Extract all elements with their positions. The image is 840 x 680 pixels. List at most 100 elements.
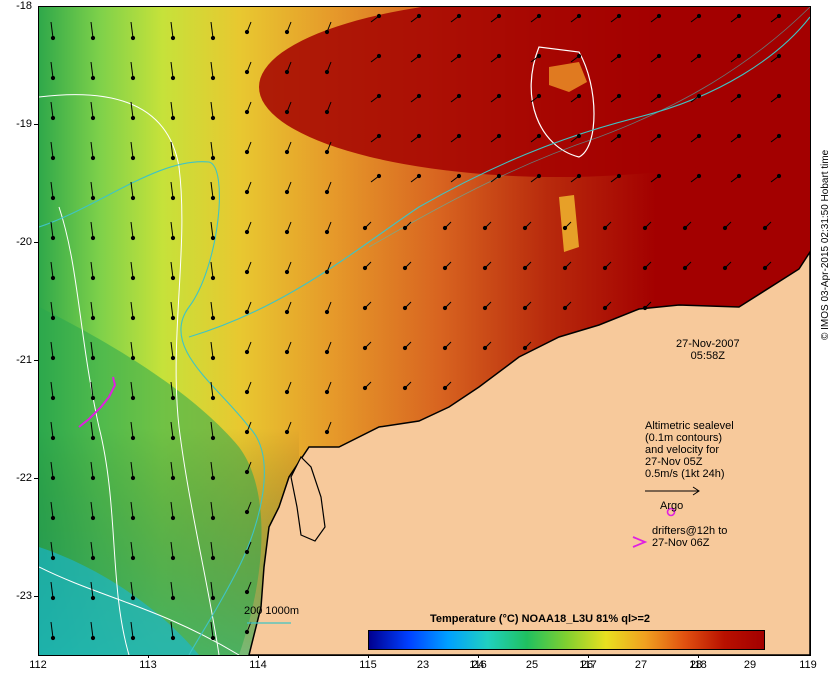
velocity-arrow-head bbox=[90, 555, 96, 561]
velocity-arrow bbox=[90, 581, 94, 599]
velocity-arrow-head bbox=[170, 475, 176, 481]
velocity-arrow-head bbox=[576, 93, 582, 99]
velocity-arrow bbox=[210, 621, 214, 639]
velocity-arrow-head bbox=[50, 595, 56, 601]
velocity-scale-arrow bbox=[645, 486, 700, 496]
velocity-arrow bbox=[90, 221, 94, 239]
velocity-arrow-head bbox=[244, 509, 250, 515]
colorbar-tick: 26 bbox=[580, 659, 594, 671]
velocity-arrow bbox=[130, 501, 134, 519]
velocity-arrow bbox=[90, 141, 94, 159]
velocity-arrow-head bbox=[402, 265, 408, 271]
velocity-arrow-head bbox=[170, 635, 176, 641]
velocity-arrow bbox=[170, 141, 174, 159]
velocity-arrow-head bbox=[170, 555, 176, 561]
velocity-arrow bbox=[210, 421, 214, 439]
velocity-arrow-head bbox=[362, 225, 368, 231]
velocity-arrow-head bbox=[656, 173, 662, 179]
velocity-arrow-head bbox=[416, 13, 422, 19]
velocity-arrow-head bbox=[656, 53, 662, 59]
velocity-arrow-head bbox=[776, 53, 782, 59]
velocity-arrow-head bbox=[284, 149, 290, 155]
y-tick-label: -23 bbox=[16, 590, 32, 602]
velocity-arrow bbox=[50, 221, 54, 239]
green-coastal-band bbox=[39, 307, 262, 655]
velocity-arrow-head bbox=[284, 189, 290, 195]
sst-map[interactable] bbox=[38, 6, 811, 656]
velocity-arrow bbox=[130, 381, 134, 399]
warm-patch bbox=[549, 62, 587, 92]
velocity-arrow bbox=[210, 141, 214, 159]
velocity-arrow bbox=[50, 381, 54, 399]
velocity-arrow-head bbox=[50, 195, 56, 201]
velocity-arrow-head bbox=[576, 53, 582, 59]
velocity-arrow-head bbox=[776, 173, 782, 179]
velocity-arrow bbox=[170, 301, 174, 319]
velocity-arrow-head bbox=[210, 35, 216, 41]
velocity-arrow-head bbox=[284, 29, 290, 35]
velocity-arrow-head bbox=[376, 133, 382, 139]
velocity-arrow bbox=[50, 61, 54, 79]
velocity-arrow bbox=[130, 621, 134, 639]
velocity-arrow bbox=[210, 101, 214, 119]
velocity-arrow-head bbox=[50, 515, 56, 521]
velocity-arrow-head bbox=[210, 315, 216, 321]
velocity-arrow-head bbox=[50, 355, 56, 361]
velocity-arrow-head bbox=[244, 69, 250, 75]
velocity-arrow-head bbox=[696, 173, 702, 179]
velocity-arrow-head bbox=[442, 225, 448, 231]
velocity-arrow-head bbox=[210, 595, 216, 601]
velocity-arrow-head bbox=[682, 265, 688, 271]
colorbar-tick: 29 bbox=[743, 659, 757, 671]
velocity-arrow-head bbox=[402, 305, 408, 311]
velocity-arrow bbox=[130, 541, 134, 559]
velocity-arrow bbox=[90, 461, 94, 479]
velocity-arrow-head bbox=[362, 345, 368, 351]
velocity-arrow-head bbox=[442, 305, 448, 311]
warm-plume-north bbox=[259, 7, 810, 177]
velocity-arrow-head bbox=[736, 173, 742, 179]
velocity-arrow-head bbox=[456, 93, 462, 99]
drifter-track bbox=[78, 376, 117, 428]
x-tick-label: 119 bbox=[799, 659, 817, 671]
velocity-arrow-head bbox=[170, 355, 176, 361]
velocity-arrow-head bbox=[536, 53, 542, 59]
x-tick-label: 115 bbox=[359, 659, 377, 671]
velocity-arrow-head bbox=[90, 435, 96, 441]
velocity-arrow-head bbox=[244, 149, 250, 155]
velocity-arrow-head bbox=[736, 133, 742, 139]
velocity-arrow bbox=[50, 421, 54, 439]
velocity-arrow-head bbox=[50, 275, 56, 281]
velocity-arrow-head bbox=[456, 13, 462, 19]
y-tick-label: -22 bbox=[16, 472, 32, 484]
velocity-arrow bbox=[90, 541, 94, 559]
velocity-arrow-head bbox=[210, 195, 216, 201]
velocity-arrow bbox=[50, 341, 54, 359]
altimetry-legend-line: Altimetric sealevel bbox=[645, 420, 734, 432]
velocity-arrow-head bbox=[284, 269, 290, 275]
velocity-arrow bbox=[90, 261, 94, 279]
velocity-arrow-head bbox=[284, 429, 290, 435]
velocity-arrow-head bbox=[170, 155, 176, 161]
velocity-arrow-head bbox=[284, 349, 290, 355]
y-tick-label: -19 bbox=[16, 118, 32, 130]
velocity-arrow-head bbox=[776, 133, 782, 139]
velocity-arrow-head bbox=[210, 475, 216, 481]
velocity-arrow bbox=[170, 61, 174, 79]
velocity-arrow-head bbox=[244, 109, 250, 115]
velocity-arrow-head bbox=[376, 173, 382, 179]
velocity-arrow-head bbox=[90, 75, 96, 81]
velocity-arrow-head bbox=[244, 589, 250, 595]
x-tick-label: 113 bbox=[139, 659, 157, 671]
velocity-arrow bbox=[210, 501, 214, 519]
velocity-arrow-head bbox=[482, 305, 488, 311]
velocity-arrow-head bbox=[244, 629, 250, 635]
velocity-arrow-head bbox=[130, 635, 136, 641]
velocity-arrow-head bbox=[576, 13, 582, 19]
velocity-arrow-head bbox=[210, 155, 216, 161]
velocity-arrow-head bbox=[536, 133, 542, 139]
velocity-arrow-head bbox=[442, 345, 448, 351]
velocity-arrow bbox=[210, 61, 214, 79]
velocity-arrow bbox=[130, 61, 134, 79]
velocity-arrow bbox=[90, 381, 94, 399]
